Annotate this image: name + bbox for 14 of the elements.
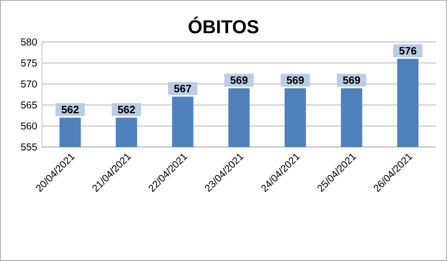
data-label: 569 (286, 76, 304, 84)
data-label: 562 (62, 106, 79, 114)
data-label: 562 (118, 106, 135, 114)
data-label: 569 (342, 76, 360, 84)
y-tick-label: 580 (21, 38, 37, 46)
y-tick-label: 565 (21, 101, 37, 109)
data-label: 576 (399, 46, 416, 55)
y-tick-label: 555 (21, 144, 37, 150)
chart-title: ÓBITOS (188, 16, 258, 34)
data-label: 569 (230, 76, 248, 84)
y-tick-label: 560 (21, 122, 37, 130)
y-tick-label: 575 (21, 60, 37, 66)
data-label: 567 (174, 84, 192, 92)
y-tick-label: 570 (21, 80, 37, 88)
